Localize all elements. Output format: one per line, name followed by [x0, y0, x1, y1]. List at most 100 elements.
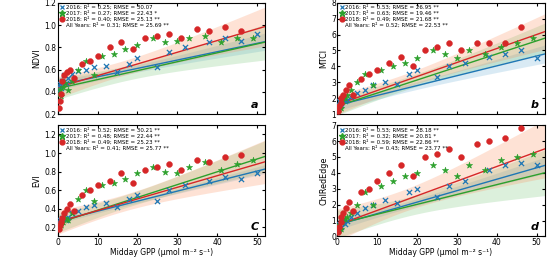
Point [500, 136, 509, 140]
Point [67, 211, 76, 216]
Point [77, 62, 86, 66]
Point [385, 171, 394, 175]
Point [334, 228, 343, 232]
Point [516, 126, 525, 131]
Point [432, 75, 441, 80]
Point [57, 216, 66, 220]
Point [389, 64, 398, 68]
Point [165, 162, 174, 166]
Point [61, 218, 70, 222]
Point [353, 80, 362, 84]
Point [338, 220, 346, 224]
Point [428, 48, 437, 53]
Point [512, 155, 521, 159]
Point [336, 101, 345, 105]
Point [81, 58, 90, 63]
Point [161, 169, 170, 174]
Point [69, 76, 78, 81]
Point [338, 99, 346, 104]
Point [201, 160, 210, 164]
Point [334, 104, 343, 108]
Point [444, 147, 453, 151]
Point [63, 76, 72, 81]
Point [349, 209, 358, 213]
Point [73, 197, 82, 202]
Point [361, 206, 370, 210]
Y-axis label: NDVI: NDVI [32, 49, 41, 68]
Point [89, 203, 98, 207]
Point [59, 213, 68, 217]
Point [405, 190, 414, 194]
Point [252, 32, 261, 36]
Legend: 2016: R² = 0.25; RMSE = 30.07, 2017: R² = 0.27; RMSE = 22.43 *, 2018: R² = 0.40;: 2016: R² = 0.25; RMSE = 30.07, 2017: R² … [59, 4, 169, 29]
Point [56, 82, 64, 86]
Point [105, 179, 114, 183]
Point [59, 73, 68, 77]
Point [57, 94, 65, 98]
Point [205, 28, 213, 33]
Point [54, 227, 63, 231]
Point [397, 55, 405, 59]
Point [63, 218, 72, 222]
Point [335, 104, 344, 108]
Point [337, 101, 346, 105]
Point [377, 67, 386, 72]
Y-axis label: EVI: EVI [32, 174, 41, 187]
Point [500, 51, 509, 56]
Point [217, 40, 226, 44]
Point [61, 81, 70, 85]
Point [528, 35, 537, 40]
Point [421, 155, 430, 159]
Point [161, 40, 170, 44]
Point [464, 163, 473, 167]
Point [67, 72, 76, 76]
Point [335, 102, 344, 107]
Point [340, 217, 349, 221]
Point [480, 51, 489, 56]
Point [63, 87, 72, 92]
Point [57, 86, 65, 91]
Point [192, 158, 201, 163]
Point [353, 202, 362, 207]
Point [516, 24, 525, 29]
Point [113, 205, 122, 209]
Point [57, 78, 66, 83]
Point [460, 179, 469, 183]
Point [516, 48, 525, 53]
Point [532, 56, 541, 60]
Point [97, 54, 106, 58]
Point [89, 199, 98, 204]
Point [141, 36, 150, 41]
Point [441, 51, 449, 56]
Point [485, 167, 493, 172]
Point [393, 82, 402, 86]
Point [221, 155, 229, 159]
Point [236, 28, 245, 33]
Point [54, 106, 63, 111]
Point [81, 67, 90, 72]
Point [464, 48, 473, 53]
Point [441, 167, 449, 172]
Point [121, 47, 130, 52]
Point [381, 198, 389, 202]
Point [389, 179, 398, 183]
Point [456, 48, 465, 53]
Point [201, 34, 210, 38]
Point [97, 183, 106, 188]
Point [334, 107, 343, 111]
Point [54, 220, 63, 225]
Point [165, 32, 174, 36]
Point [133, 43, 142, 47]
Point [500, 163, 509, 167]
Point [58, 85, 67, 90]
Point [334, 230, 343, 234]
Point [353, 91, 362, 96]
Legend: 2016: R² = 0.53; RMSE = 26.95 **, 2017: R² = 0.63; RMSE = 19.46 **, 2018: R² = 0: 2016: R² = 0.53; RMSE = 26.95 **, 2017: … [338, 4, 449, 29]
Point [444, 183, 453, 188]
Point [345, 199, 354, 204]
Point [432, 194, 441, 199]
Point [485, 55, 493, 59]
Point [101, 64, 110, 68]
Point [133, 171, 142, 176]
Point [93, 54, 102, 58]
